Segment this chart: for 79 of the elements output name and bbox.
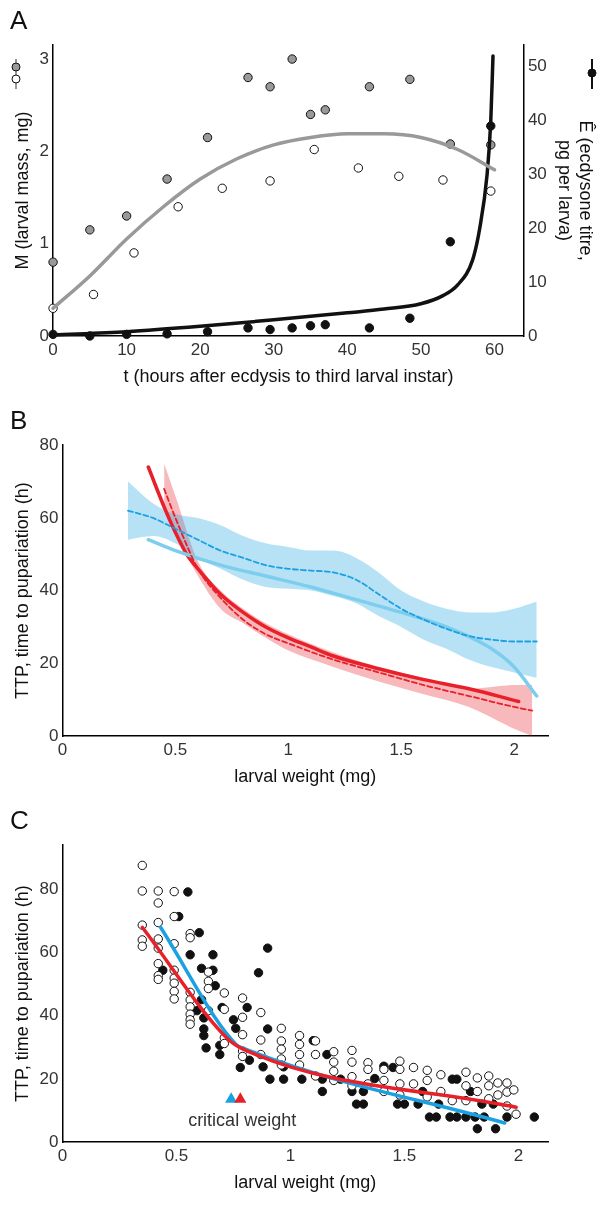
y2-tick-label: 30 — [527, 164, 547, 184]
y-tick-label: 2 — [39, 141, 50, 161]
point — [265, 324, 275, 335]
y-tick-label: 20 — [39, 652, 59, 672]
point — [320, 319, 330, 330]
y-tick-label: 60 — [39, 507, 59, 527]
point — [320, 105, 330, 115]
x-tick-label: 2 — [509, 739, 519, 759]
x-tick-label: 50 — [411, 339, 431, 359]
x-axis-title: larval weight (mg) — [234, 766, 377, 787]
y-axis-title: M (larval mass, mg) — [11, 111, 32, 270]
y-tick-label: 40 — [39, 580, 59, 600]
point — [305, 109, 316, 120]
x-tick-label: 1.5 — [389, 739, 414, 759]
x-tick-label: 1.5 — [392, 1145, 417, 1165]
y-tick-label: 0 — [39, 325, 50, 345]
y-tick-label: 80 — [39, 434, 59, 454]
y2-tick-label: 50 — [527, 56, 547, 76]
point — [287, 323, 297, 333]
x-tick-label: 1 — [283, 739, 294, 759]
x-tick-label: 10 — [117, 339, 137, 359]
y-tick-label: 40 — [39, 1005, 59, 1025]
point — [202, 132, 213, 143]
point — [243, 323, 253, 333]
point — [287, 54, 297, 64]
point — [486, 186, 496, 196]
y-tick-label: 80 — [39, 879, 59, 899]
x-tick-label: 2 — [513, 1145, 524, 1165]
x-tick-label: 0.5 — [163, 739, 188, 759]
x-tick-label: 30 — [264, 339, 284, 359]
x-axis-title: larval weight (mg) — [234, 1172, 377, 1193]
point — [243, 72, 253, 83]
y-tick-label: 20 — [39, 1068, 59, 1088]
point — [162, 329, 172, 339]
point — [405, 313, 415, 323]
y-axis-title: TTP, time to pupariation (h) — [11, 482, 32, 699]
x-tick-label: 0.5 — [164, 1145, 189, 1165]
point — [48, 257, 58, 267]
y2-tick-label: 40 — [527, 110, 547, 130]
line-series — [127, 509, 538, 643]
y2-tick-label: 0 — [527, 325, 538, 345]
point — [85, 225, 95, 235]
y-tick-label: 1 — [39, 233, 50, 253]
point — [162, 174, 172, 184]
point — [265, 82, 275, 92]
point — [88, 289, 99, 300]
y-axis-title: TTP, time to pupariation (h) — [11, 885, 32, 1102]
y-tick-label: 3 — [39, 48, 50, 68]
y2-tick-label: 20 — [527, 217, 547, 237]
chart-title: B — [10, 404, 28, 435]
y2-axis-title: Ê (ecdysone titre, pg per larva) — [554, 120, 597, 261]
point — [305, 321, 316, 331]
point — [394, 171, 404, 181]
annotation: critical weight — [188, 1110, 297, 1131]
x-tick-label: 20 — [190, 339, 210, 359]
point — [309, 144, 319, 155]
y-tick-label: 0 — [49, 725, 59, 745]
y2-tick-label: 10 — [527, 271, 547, 291]
line-series — [146, 537, 539, 698]
chart-title: C — [10, 804, 29, 835]
point — [202, 326, 213, 337]
point — [405, 74, 415, 85]
point — [438, 175, 448, 185]
y-tick-label: 0 — [49, 1131, 59, 1151]
point — [364, 82, 375, 92]
point — [129, 248, 139, 258]
x-tick-label: 1 — [285, 1145, 296, 1165]
point — [173, 202, 183, 212]
x-axis-title: t (hours after ecdysis to third larval instar) — [123, 366, 454, 387]
point — [265, 176, 275, 186]
point — [364, 323, 375, 333]
x-tick-label: 60 — [485, 339, 504, 359]
point — [121, 211, 132, 221]
x-tick-label: 40 — [337, 339, 357, 359]
point — [353, 163, 364, 173]
chart-title: A — [10, 4, 28, 35]
y-tick-label: 60 — [39, 942, 59, 962]
point — [445, 237, 456, 247]
point — [217, 183, 227, 193]
